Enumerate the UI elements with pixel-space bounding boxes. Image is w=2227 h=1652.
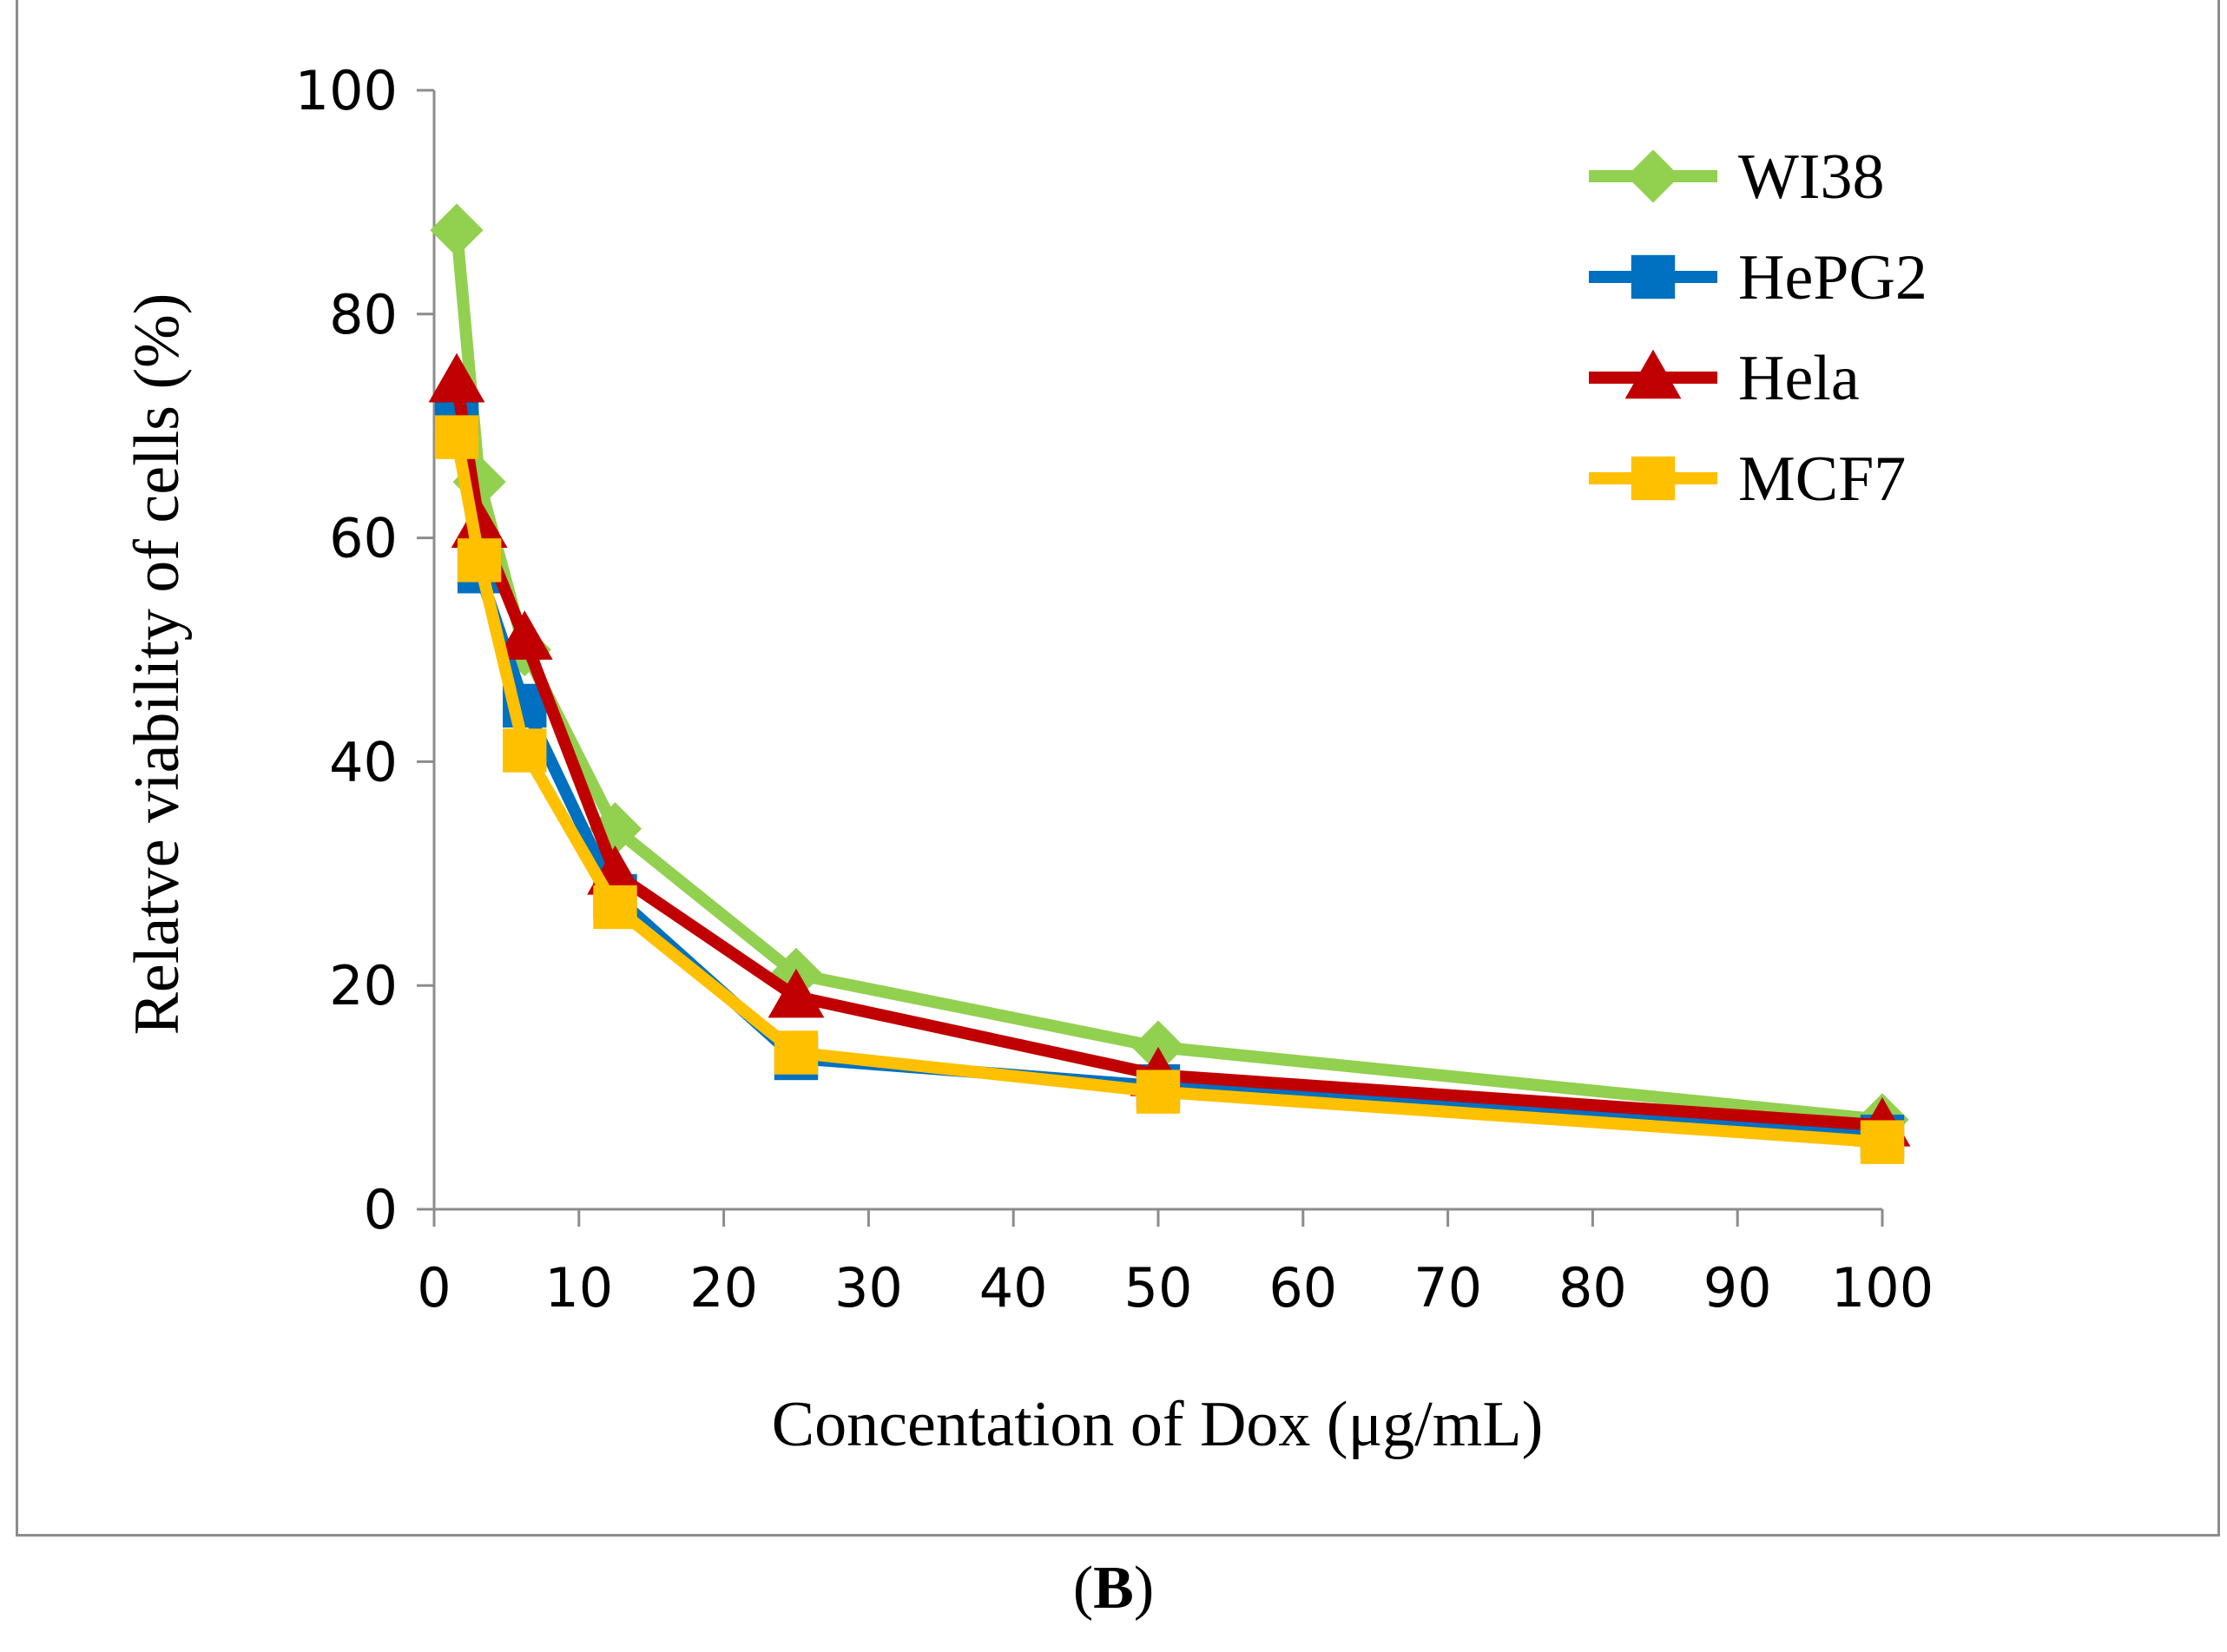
series-mcf7: [434, 415, 1905, 1164]
x-tick-label: 10: [544, 1256, 613, 1320]
x-tick-label: 50: [1124, 1256, 1193, 1320]
figure-frame: [16, 0, 2220, 1537]
legend-item-hela: Hela: [1589, 343, 1860, 414]
legend-marker: [1631, 254, 1676, 299]
x-tick-label: 70: [1413, 1256, 1482, 1320]
series-line-hepg2: [451, 413, 1883, 1143]
y-tick-label: 60: [329, 507, 398, 570]
data-point-hela: [768, 968, 825, 1018]
data-point-hela: [496, 610, 553, 660]
caption-letter: B: [1093, 1555, 1134, 1622]
x-tick-label: 40: [979, 1256, 1048, 1320]
legend-marker: [1631, 456, 1676, 501]
y-tick-label: 20: [329, 954, 398, 1017]
series-line-wi38: [451, 229, 1883, 1126]
data-point-mcf7: [1860, 1120, 1905, 1164]
legend-marker: [1626, 149, 1680, 203]
x-tick-label: 30: [834, 1256, 903, 1320]
legend-label: MCF7: [1738, 444, 1906, 515]
data-point-hela: [451, 498, 508, 549]
x-tick-label: 100: [1831, 1256, 1934, 1320]
legend-item-wi38: WI38: [1589, 142, 1885, 213]
series-layer: [428, 203, 1911, 1164]
legend: WI38 HePG2 Hela MCF7: [1589, 142, 1927, 515]
x-axis-title: Concentation of Dox (μg/mL): [772, 1389, 1543, 1460]
data-point-mcf7: [1136, 1070, 1181, 1114]
y-axis-title: Relatve viability of cells (%): [122, 293, 193, 1036]
figure-caption: (B): [0, 1554, 2227, 1623]
data-point-mcf7: [503, 728, 547, 773]
legend-label: HePG2: [1738, 242, 1927, 313]
x-tick-label: 90: [1703, 1256, 1772, 1320]
x-tick-label: 60: [1268, 1256, 1337, 1320]
series-wi38: [430, 203, 1909, 1147]
data-point-mcf7: [593, 885, 637, 930]
legend-item-mcf7: MCF7: [1589, 444, 1906, 515]
y-tick-label: 0: [364, 1178, 398, 1241]
caption-open: (: [1072, 1555, 1094, 1622]
y-tick-label: 40: [329, 730, 398, 793]
series-hela: [428, 352, 1911, 1147]
axes: 0 20 40 60 80 100 0 10 20 30 40 50 60 70 80 90 100: [295, 59, 1934, 1320]
legend-marker: [1624, 349, 1682, 399]
legend-label: WI38: [1738, 142, 1885, 213]
legend-label: Hela: [1738, 343, 1860, 414]
data-point-mcf7: [434, 415, 479, 459]
data-point-hela: [428, 352, 485, 403]
caption-close: ): [1133, 1555, 1155, 1622]
y-tick-label: 100: [295, 59, 398, 122]
x-tick-label: 20: [689, 1256, 758, 1320]
x-tick-label: 0: [417, 1256, 451, 1320]
data-point-mcf7: [457, 538, 502, 582]
data-point-mcf7: [774, 1030, 819, 1075]
y-tick-label: 80: [329, 283, 398, 346]
data-point-wi38: [588, 802, 642, 856]
legend-item-hepg2: HePG2: [1589, 242, 1927, 313]
data-point-wi38: [430, 203, 484, 257]
x-tick-label: 80: [1558, 1256, 1627, 1320]
